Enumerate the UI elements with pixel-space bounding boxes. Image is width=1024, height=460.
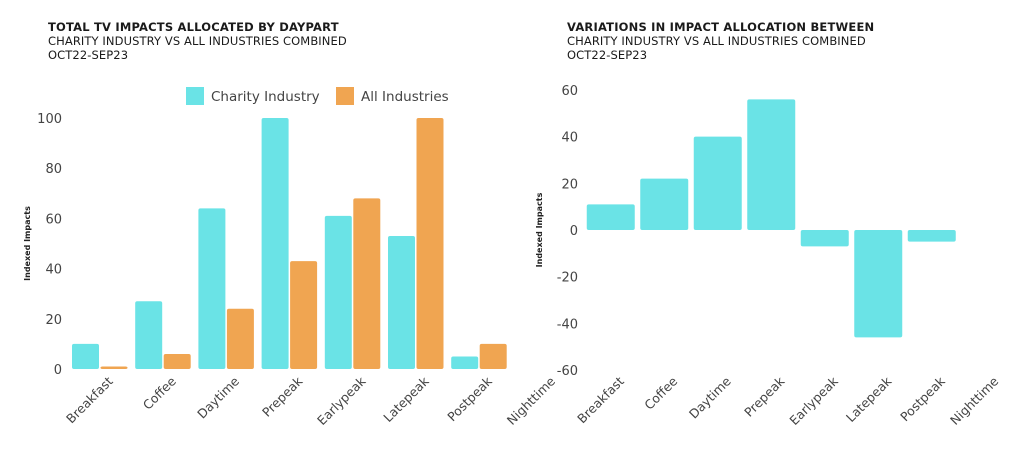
chart1-bar-postpeak-all-industries [479,343,507,369]
chart1-x-tick-label: Nighttime [504,373,559,428]
chart1-y-tick-label: 80 [45,162,62,177]
chart2-bar-latepeak-variation [854,230,903,338]
chart1-bar-latepeak-charity-industry [388,235,415,369]
chart2-bar-earlypeak-variation [800,230,849,247]
chart2-y-tick-label: 20 [561,177,578,192]
chart1-bar-coffee-all-industries [163,353,191,369]
chart1-bar-daytime-charity-industry [198,208,226,369]
right-chart-title-block: VARIATIONS IN IMPACT ALLOCATION BETWEEN … [567,20,874,62]
chart1-bar-coffee-charity-industry [135,301,163,369]
right-chart-subtitle-2: OCT22-SEP23 [567,48,648,62]
chart2-y-tick-label: 0 [570,224,578,239]
left-chart-subtitle-1: CHARITY INDUSTRY VS ALL INDUSTRIES COMBI… [48,34,347,48]
chart1-legend-swatch-charity-industry [186,87,204,105]
chart1-x-tick-label: Breakfast [63,373,116,426]
chart2-y-tick-label: -60 [557,364,578,379]
chart2-x-tick-label: Breakfast [574,373,627,426]
chart1-bar-prepeak-charity-industry [261,118,289,369]
chart1-bar-breakfast-all-industries [100,366,128,369]
chart1-legend-label: Charity Industry [211,89,320,105]
chart1-y-tick-label: 20 [45,313,62,328]
chart2-x-tick-label: Latepeak [843,373,895,425]
chart2-y-tick-label: 40 [561,131,578,146]
chart1-y-tick-label: 40 [45,263,62,278]
chart1-y-tick-label: 60 [45,212,62,227]
chart2-y-tick-label: -20 [557,271,578,286]
chart1-bar-breakfast-charity-industry [72,343,99,369]
chart2-x-tick-label: Nighttime [947,373,1002,428]
chart1-x-tick-label: Prepeak [259,373,306,420]
chart1-x-tick-label: Coffee [140,373,179,412]
chart2-x-tick-label: Earlypeak [786,373,841,428]
chart1-bar-earlypeak-charity-industry [324,215,352,369]
chart2-y-tick-label: -40 [557,317,578,332]
chart1-y-tick-label: 100 [37,112,62,127]
chart2-x-tick-label: Prepeak [741,373,788,420]
chart1-x-tick-label: Postpeak [444,373,495,424]
chart1-y-axis-label: Indexed Impacts [23,206,32,281]
right-chart-title: VARIATIONS IN IMPACT ALLOCATION BETWEEN [567,20,875,34]
chart2-bar-breakfast-variation [586,204,635,230]
left-chart-title-block: TOTAL TV IMPACTS ALLOCATED BY DAYPART CH… [48,20,347,62]
chart2-x-tick-label: Coffee [641,373,680,412]
chart2-x-tick-label: Postpeak [897,373,948,424]
left-chart-title: TOTAL TV IMPACTS ALLOCATED BY DAYPART [48,20,339,34]
chart1-bar-prepeak-all-industries [290,261,318,369]
chart1-x-tick-label: Daytime [194,373,242,421]
chart1-bar-earlypeak-all-industries [353,198,381,369]
chart2-bar-coffee-variation [640,178,689,230]
chart1-x-tick-label: Latepeak [380,373,432,425]
chart2-x-tick-label: Daytime [686,373,734,421]
chart1-y-tick-label: 0 [54,363,62,378]
chart2-bar-postpeak-variation [907,230,956,242]
chart1-x-tick-label: Earlypeak [314,373,369,428]
chart1-bar-latepeak-all-industries [416,118,444,369]
chart2-y-axis-label: Indexed Impacts [535,192,544,267]
right-chart-subtitle-1: CHARITY INDUSTRY VS ALL INDUSTRIES COMBI… [567,34,866,48]
chart2-bar-daytime-variation [693,136,742,230]
chart2-bar-prepeak-variation [747,99,796,230]
chart1-bar-daytime-all-industries [226,308,254,369]
chart1-legend-swatch-all-industries [336,87,354,105]
chart2-y-tick-label: 60 [561,84,578,99]
chart1-legend-label: All Industries [361,89,449,105]
left-chart-subtitle-2: OCT22-SEP23 [48,48,129,62]
chart1-bar-postpeak-charity-industry [451,356,479,369]
